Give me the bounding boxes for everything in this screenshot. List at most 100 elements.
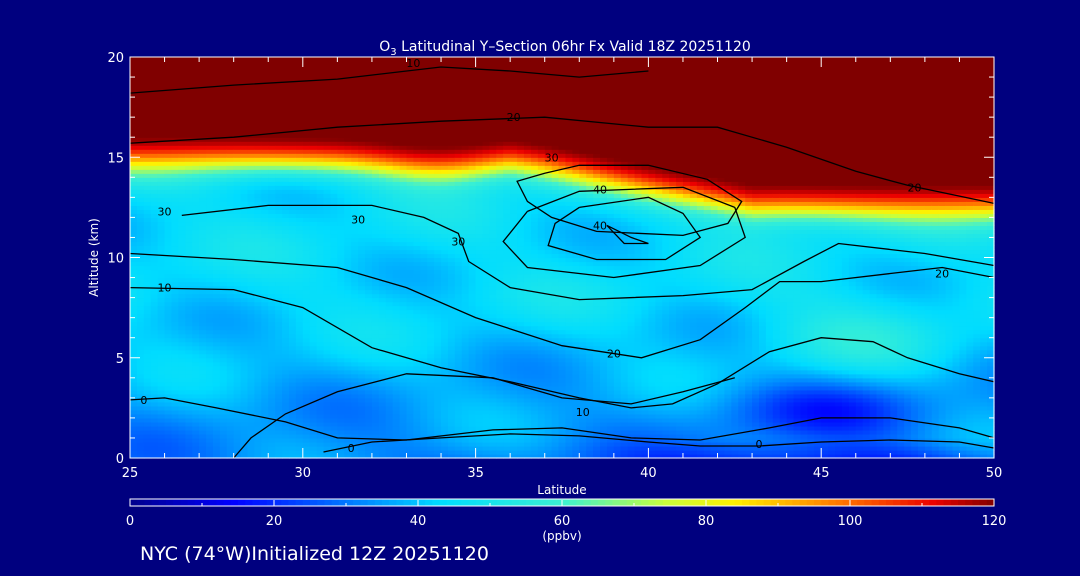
heatmap-cell (427, 301, 435, 307)
heatmap-cell (413, 209, 421, 214)
heatmap-cell (185, 221, 193, 227)
heatmap-cell (178, 193, 186, 198)
heatmap-cell (199, 269, 207, 275)
heatmap-cell (461, 121, 470, 126)
heatmap-cell (185, 153, 193, 158)
heatmap-cell (143, 449, 152, 455)
heatmap-cell (420, 241, 428, 247)
heatmap-cell (199, 337, 207, 343)
heatmap-cell (185, 361, 193, 367)
heatmap-cell (199, 357, 207, 363)
heatmap-cell (212, 57, 221, 62)
heatmap-cell (233, 197, 242, 202)
heatmap-cell (157, 177, 166, 182)
heatmap-cell (282, 225, 290, 231)
heatmap-cell (371, 377, 380, 383)
heatmap-cell (337, 325, 345, 331)
heatmap-cell (441, 133, 449, 138)
heatmap-cell (365, 97, 373, 102)
heatmap-cell (461, 421, 470, 427)
heatmap-cell (399, 421, 408, 427)
heatmap-cell (365, 441, 373, 447)
heatmap-cell (337, 409, 345, 415)
heatmap-cell (247, 209, 256, 214)
heatmap-cell (330, 281, 338, 287)
heatmap-cell (206, 349, 214, 355)
heatmap-cell (130, 145, 138, 150)
heatmap-cell (302, 69, 311, 74)
heatmap-cell (392, 377, 401, 383)
heatmap-cell (358, 377, 366, 383)
heatmap-cell (323, 317, 332, 323)
heatmap-cell (199, 69, 207, 74)
heatmap-cell (461, 85, 470, 90)
heatmap-cell (454, 193, 463, 198)
heatmap-cell (178, 129, 186, 134)
heatmap-cell (295, 249, 304, 255)
heatmap-cell (157, 173, 166, 178)
heatmap-cell (344, 249, 352, 255)
heatmap-cell (199, 409, 207, 415)
heatmap-cell (302, 113, 311, 118)
heatmap-cell (206, 401, 214, 407)
heatmap-cell (288, 413, 297, 419)
heatmap-cell (427, 241, 435, 247)
heatmap-cell (295, 105, 304, 110)
heatmap-cell (358, 201, 366, 206)
heatmap-cell (219, 185, 228, 190)
heatmap-cell (178, 261, 186, 267)
heatmap-cell (282, 317, 290, 323)
heatmap-cell (385, 129, 394, 134)
heatmap-cell (130, 325, 138, 331)
heatmap-cell (136, 233, 145, 239)
heatmap-cell (185, 121, 193, 126)
heatmap-cell (392, 425, 401, 431)
heatmap-cell (344, 421, 352, 427)
heatmap-cell (275, 301, 283, 307)
heatmap-cell (288, 73, 297, 78)
heatmap-cell (420, 217, 428, 223)
heatmap-cell (164, 437, 173, 443)
heatmap-cell (136, 65, 145, 70)
heatmap-cell (185, 305, 193, 311)
heatmap-cell (185, 265, 193, 271)
heatmap-cell (309, 317, 318, 323)
heatmap-cell (385, 345, 394, 351)
heatmap-cell (247, 345, 256, 351)
heatmap-cell (468, 149, 477, 154)
heatmap-cell (420, 437, 428, 443)
heatmap-cell (358, 365, 366, 371)
heatmap-cell (392, 325, 401, 331)
heatmap-cell (323, 237, 332, 243)
heatmap-cell (461, 113, 470, 118)
heatmap-cell (192, 145, 200, 150)
heatmap-cell (434, 129, 442, 134)
heatmap-cell (406, 333, 414, 339)
heatmap-cell (365, 121, 373, 126)
heatmap-cell (171, 245, 179, 251)
heatmap-cell (351, 289, 359, 295)
heatmap-cell (337, 389, 345, 395)
heatmap-cell (358, 129, 366, 134)
heatmap-cell (130, 101, 138, 106)
heatmap-cell (143, 233, 152, 239)
heatmap-cell (316, 169, 325, 174)
heatmap-cell (295, 209, 304, 214)
heatmap-cell (371, 61, 380, 66)
heatmap-cell (358, 153, 366, 158)
heatmap-cell (468, 169, 477, 174)
heatmap-cell (385, 137, 394, 142)
heatmap-cell (206, 329, 214, 335)
heatmap-cell (461, 225, 470, 231)
heatmap-cell (254, 141, 262, 146)
heatmap-cell (371, 433, 380, 439)
heatmap-cell (447, 117, 456, 122)
heatmap-cell (454, 105, 463, 110)
heatmap-cell (406, 65, 414, 70)
heatmap-cell (309, 213, 318, 218)
heatmap-cell (240, 377, 249, 383)
heatmap-cell (434, 333, 442, 339)
heatmap-cell (399, 333, 408, 339)
heatmap-cell (219, 305, 228, 311)
heatmap-cell (150, 181, 159, 186)
